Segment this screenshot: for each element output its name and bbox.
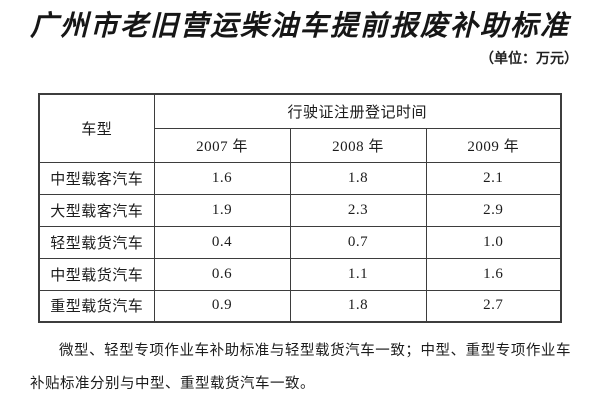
subsidy-value-cell: 1.0 (425, 225, 562, 259)
page-title: 广州市老旧营运柴油车提前报废补助标准 (29, 11, 570, 42)
vehicle-type-column-header: 车型 (38, 93, 155, 163)
subsidy-value-cell: 0.6 (153, 257, 291, 291)
table-row: 重型载货汽车 0.9 1.8 2.7 (38, 289, 562, 323)
unit-label: （单位：万元） (480, 50, 578, 66)
subsidy-value-cell: 2.3 (289, 193, 427, 227)
subsidy-value-cell: 0.9 (153, 289, 291, 323)
table-row: 中型载客汽车 1.6 1.8 2.1 (38, 161, 562, 195)
vehicle-type-cell: 中型载客汽车 (38, 161, 155, 195)
subsidy-value-cell: 1.8 (289, 289, 427, 323)
year-header-2009: 2009 年 (425, 127, 562, 163)
vehicle-type-cell: 中型载货汽车 (38, 257, 155, 291)
subsidy-value-cell: 2.1 (425, 161, 562, 195)
table-row: 大型载客汽车 1.9 2.3 2.9 (38, 193, 562, 227)
subsidy-value-cell: 1.8 (289, 161, 427, 195)
subsidy-value-cell: 1.6 (153, 161, 291, 195)
subsidy-value-cell: 0.7 (289, 225, 427, 259)
vehicle-type-cell: 大型载客汽车 (38, 193, 155, 227)
vehicle-type-cell: 重型载货汽车 (38, 289, 155, 323)
subsidy-value-cell: 1.6 (425, 257, 562, 291)
footnote-text: 微型、轻型专项作业车补助标准与轻型载货汽车一致；中型、重型专项作业车补贴标准分别… (30, 343, 571, 392)
subsidy-table: 车型 行驶证注册登记时间 2007 年 2008 年 2009 年 中型载客汽车… (38, 93, 563, 323)
vehicle-type-cell: 轻型载货汽车 (38, 225, 155, 259)
subsidy-value-cell: 2.9 (425, 193, 562, 227)
subsidy-value-cell: 1.1 (289, 257, 427, 291)
year-header-2007: 2007 年 (153, 127, 291, 163)
table-header-row-2: 2007 年 2008 年 2009 年 (39, 127, 562, 163)
table-row: 轻型载货汽车 0.4 0.7 1.0 (38, 225, 562, 259)
subsidy-value-cell: 0.4 (153, 225, 291, 259)
registration-time-group-header: 行驶证注册登记时间 (153, 93, 562, 129)
table-header-row-1: 车型 行驶证注册登记时间 (38, 93, 562, 163)
subsidy-value-cell: 1.9 (153, 193, 291, 227)
year-header-2008: 2008 年 (289, 127, 427, 163)
table-row: 中型载货汽车 0.6 1.1 1.6 (38, 257, 562, 291)
subsidy-value-cell: 2.7 (425, 289, 562, 323)
